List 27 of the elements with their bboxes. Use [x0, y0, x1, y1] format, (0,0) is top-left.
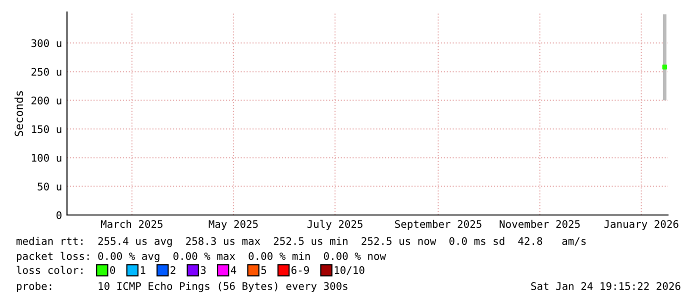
text: Sat Jan 24 19:15:22 2026	[531, 282, 680, 290]
y-tick-label: 250 u	[32, 68, 62, 76]
legend-label: 3	[200, 266, 206, 274]
legend-label: 4	[230, 266, 236, 274]
x-tick-label: July 2025	[307, 220, 362, 230]
text: probe: 10 ICMP Echo Pings (56 Bytes) every 300s	[16, 282, 348, 292]
x-tick-label: March 2025	[101, 220, 162, 228]
legend-label: 5	[261, 266, 266, 274]
x-tick-label: May 2025	[208, 220, 258, 230]
x-tick-label: September 2025	[395, 220, 482, 230]
text: packet loss: 0.00 % avg 0.00 % max 0.00 % min 0.00 % now	[16, 252, 386, 262]
legend-label: 10/10	[334, 266, 364, 275]
text: median rtt: 255.4 us avg 258.3 us max 252.5 us min 252.5 us now 0.0 ms sd 42.8 am/s	[16, 236, 586, 248]
y-axis-title: Seconds	[14, 91, 24, 136]
legend-label: 1	[140, 266, 146, 274]
legend-label: 6-9	[292, 266, 309, 274]
legend-title: loss color:	[16, 266, 82, 274]
y-tick-label: 200 u	[32, 96, 62, 104]
y-tick-label: 100 u	[32, 154, 62, 162]
y-tick-label: 0	[56, 211, 62, 220]
x-tick-label: November 2025	[500, 220, 580, 228]
legend-label: 0	[110, 266, 116, 274]
legend-label: 2	[170, 266, 176, 274]
x-tick-label: January 2026	[604, 220, 678, 230]
y-tick-label: 150 u	[32, 125, 62, 134]
y-tick-label: 50 u	[38, 182, 62, 190]
y-tick-label: 300 u	[31, 39, 62, 48]
